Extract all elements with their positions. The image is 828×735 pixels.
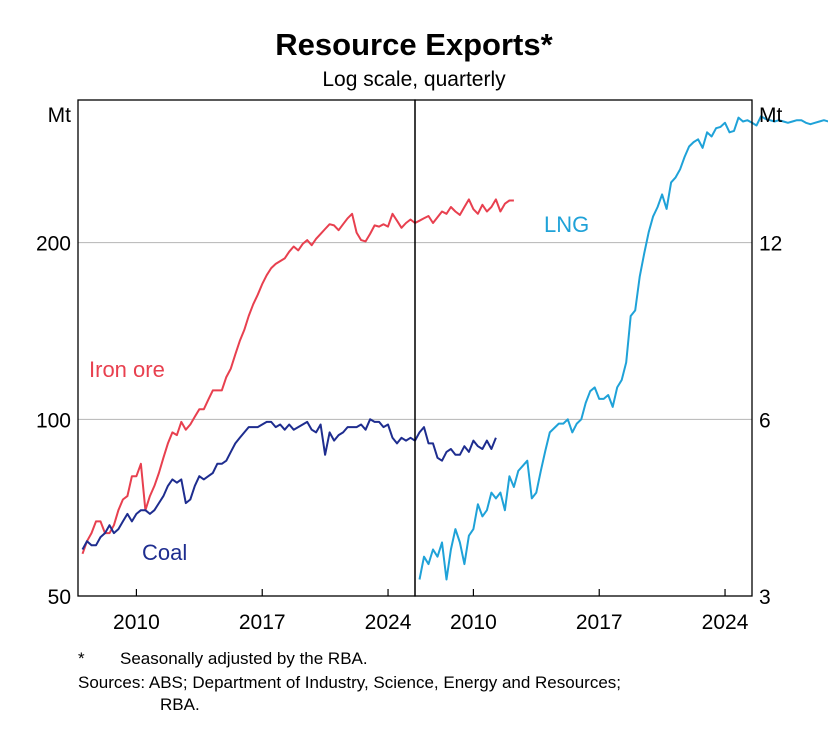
iron-ore-series-line — [81, 198, 514, 555]
series-lines — [81, 115, 828, 581]
left-y-unit: Mt — [48, 104, 71, 127]
axis-ticks: 50 100 200 2010 2017 2024 3 6 12 2010 2017 2024 — [36, 233, 782, 634]
sources-note: Sources: ABS; Department of Industry, Sc… — [78, 672, 621, 716]
lng-label: LNG — [544, 212, 589, 237]
footnotes: * Seasonally adjusted by the RBA. Source… — [78, 648, 621, 716]
lng-series-line — [418, 115, 828, 581]
footnote-asterisk: * — [78, 649, 85, 668]
sources-line-1: Sources: ABS; Department of Industry, Sc… — [78, 673, 622, 692]
chart-subtitle: Log scale, quarterly — [322, 68, 506, 91]
footnote-asterisk-row: * Seasonally adjusted by the RBA. — [78, 648, 621, 672]
iron-ore-label: Iron ore — [89, 357, 165, 382]
footnote-asterisk-text: Seasonally adjusted by the RBA. — [120, 649, 368, 668]
left_panel-x-tick-label: 2017 — [239, 611, 286, 634]
right_panel-x-tick-label: 2010 — [450, 611, 497, 634]
sources-line-2: RBA. — [160, 695, 200, 714]
right_panel-x-tick-label: 2017 — [576, 611, 623, 634]
right_panel-y-tick-label: 12 — [759, 233, 782, 256]
gridlines — [78, 242, 752, 420]
left_panel-y-tick-label: 50 — [48, 586, 71, 609]
right_panel-y-tick-label: 3 — [759, 586, 771, 609]
right_panel-y-tick-label: 6 — [759, 409, 771, 432]
chart-canvas: Resource Exports* Log scale, quarterly M… — [36, 27, 828, 634]
left-panel-frame — [77, 99, 416, 597]
coal-series-line — [81, 418, 497, 550]
coal-label: Coal — [142, 540, 187, 565]
left_panel-y-tick-label: 100 — [36, 409, 71, 432]
left_panel-x-tick-label: 2010 — [113, 611, 160, 634]
right-panel-frame — [414, 99, 753, 597]
left_panel-y-tick-label: 200 — [36, 233, 71, 256]
right_panel-x-tick-label: 2024 — [702, 611, 749, 634]
chart-title: Resource Exports* — [275, 27, 553, 62]
right-y-unit: Mt — [759, 104, 782, 127]
left_panel-x-tick-label: 2024 — [365, 611, 412, 634]
